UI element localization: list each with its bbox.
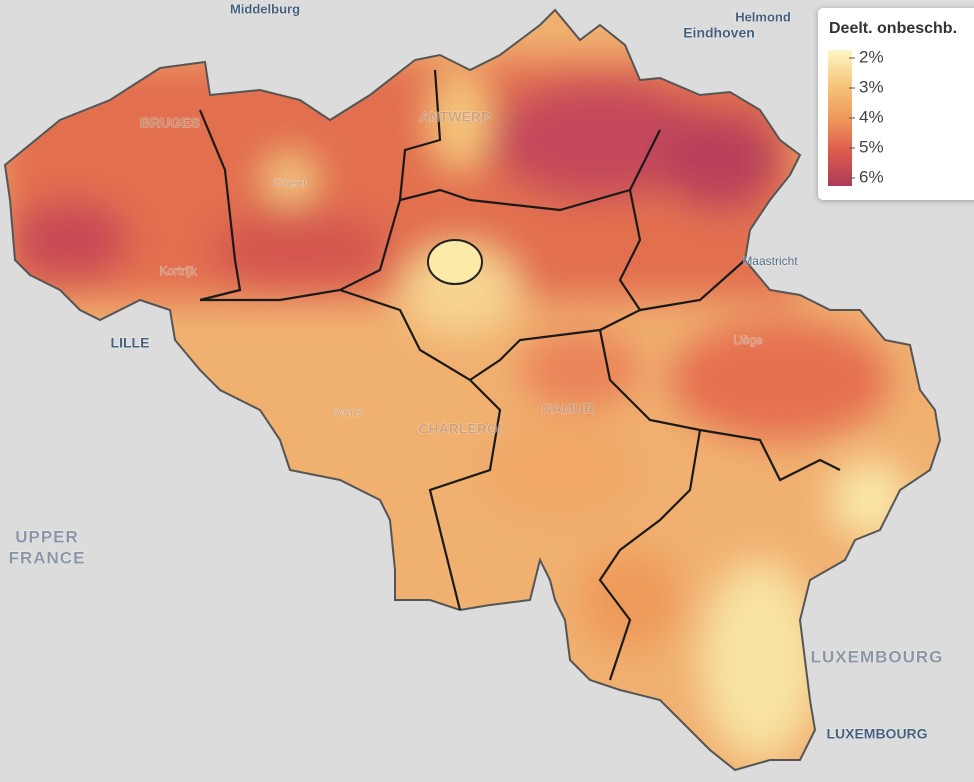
province-borders — [198, 69, 841, 681]
legend-tick-label: 4% — [859, 107, 884, 126]
place-label: FRANCE — [9, 548, 86, 567]
place-label: LUXEMBOURG — [811, 647, 944, 666]
place-label: Middelburg — [230, 1, 300, 16]
place-label: NAMUR — [542, 401, 594, 417]
place-label: LUXEMBOURG — [826, 726, 927, 742]
place-label: BRUGES — [140, 115, 200, 131]
place-label: UPPER — [15, 527, 79, 546]
legend-title: Deelt. onbeschb. — [829, 20, 958, 37]
legend-tick-label: 2% — [859, 47, 884, 66]
legend-tick-label: 5% — [859, 137, 884, 156]
place-label: LILLE — [111, 335, 150, 351]
place-label: Liège — [733, 333, 763, 347]
legend-tick-label: 3% — [859, 77, 884, 96]
place-label: Helmond — [735, 9, 791, 24]
place-label: Kortrijk — [159, 264, 197, 278]
legend-gradient — [828, 50, 852, 186]
place-label: Maastricht — [742, 254, 798, 268]
place-label: Mons — [333, 405, 362, 419]
place-label: Ghent — [274, 176, 307, 190]
legend-scale: 2% 3% 4% 5% 6% — [828, 47, 884, 186]
place-label: CHARLEROI — [418, 421, 501, 437]
legend-tick-label: 6% — [859, 167, 884, 186]
place-label: Eindhoven — [683, 25, 755, 41]
legend: Deelt. onbeschb. 2% 3% 4% 5% 6% — [818, 8, 974, 200]
place-label: ANTWERP — [420, 109, 491, 125]
